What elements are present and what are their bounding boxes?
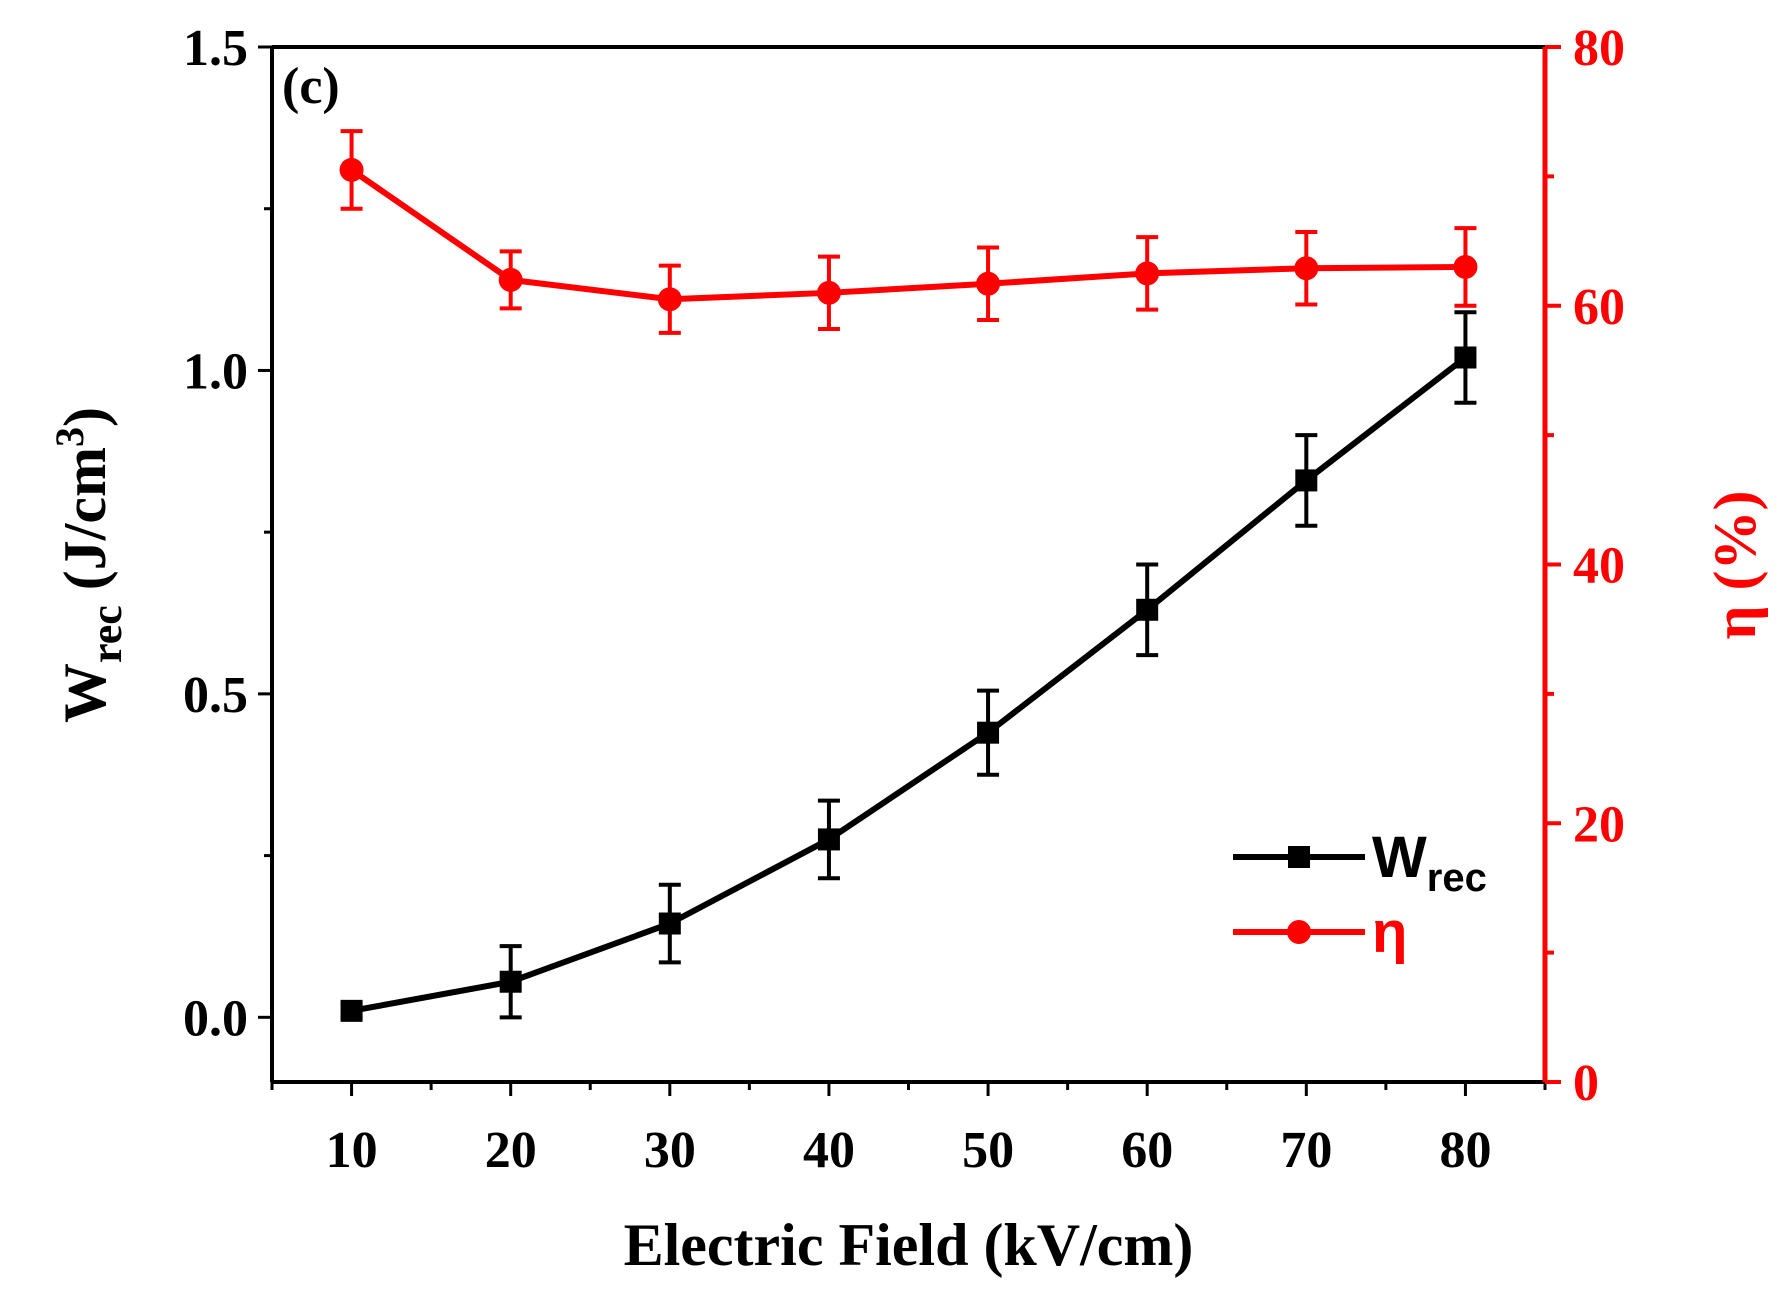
x-tick-label: 40 [803, 1122, 855, 1179]
data-point-square [658, 912, 681, 935]
legend-label: η [1372, 900, 1407, 965]
y-left-title-sup: 3 [47, 427, 92, 447]
data-point-circle [339, 157, 364, 182]
legend-label-sub: rec [1427, 856, 1487, 900]
data-point-circle [498, 267, 523, 292]
legend-label: Wrec [1372, 825, 1487, 900]
data-point-square [1136, 598, 1159, 621]
x-tick-label: 50 [962, 1122, 1014, 1179]
y-left-title-close: ) [52, 407, 118, 427]
y-right-axis-title: η (%) [1702, 490, 1768, 639]
data-point-circle [1294, 256, 1319, 281]
x-tick-label: 20 [485, 1122, 537, 1179]
y-left-title-unit: (J/cm [52, 447, 118, 605]
legend-label-main: η [1372, 900, 1407, 965]
data-point-square [1295, 469, 1318, 492]
legend-marker-square [1288, 846, 1310, 868]
y-right-tick-label: 20 [1573, 796, 1625, 853]
y-left-axis-title: Wrec (J/cm3) [47, 407, 131, 723]
data-point-square [499, 970, 522, 993]
data-point-square [977, 721, 1000, 744]
y-right-tick-label: 60 [1573, 279, 1625, 336]
x-tick-label: 30 [644, 1122, 696, 1179]
y-right-tick-label: 40 [1573, 538, 1625, 595]
x-tick-label: 80 [1439, 1122, 1491, 1179]
series-line-square [351, 355, 1468, 1014]
data-point-circle [816, 280, 841, 305]
y-right-tick-label: 0 [1573, 1055, 1599, 1112]
legend-label-main: W [1372, 825, 1427, 890]
x-tick-label: 70 [1280, 1122, 1332, 1179]
y-left-tick-label: 1.5 [183, 20, 248, 77]
y-left-tick-label: 0.0 [183, 990, 248, 1047]
data-point-square [340, 999, 363, 1022]
data-point-square [1454, 346, 1477, 369]
data-point-square [817, 828, 840, 851]
y-left-title-sub: rec [82, 605, 131, 663]
data-point-circle [1453, 254, 1478, 279]
data-point-circle [1135, 261, 1160, 286]
y-left-title-main: W [52, 663, 118, 723]
y-right-tick-label: 80 [1573, 20, 1625, 77]
series-line-circle [349, 167, 1466, 303]
x-tick-label: 60 [1121, 1122, 1173, 1179]
x-tick-label: 10 [326, 1122, 378, 1179]
panel-label: (c) [282, 58, 340, 115]
y-left-tick-label: 0.5 [183, 667, 248, 724]
x-axis-title: Electric Field (kV/cm) [624, 1212, 1194, 1278]
legend-marker-circle [1287, 920, 1311, 944]
data-point-circle [976, 271, 1001, 296]
y-left-tick-label: 1.0 [183, 343, 248, 400]
data-point-circle [657, 287, 682, 312]
